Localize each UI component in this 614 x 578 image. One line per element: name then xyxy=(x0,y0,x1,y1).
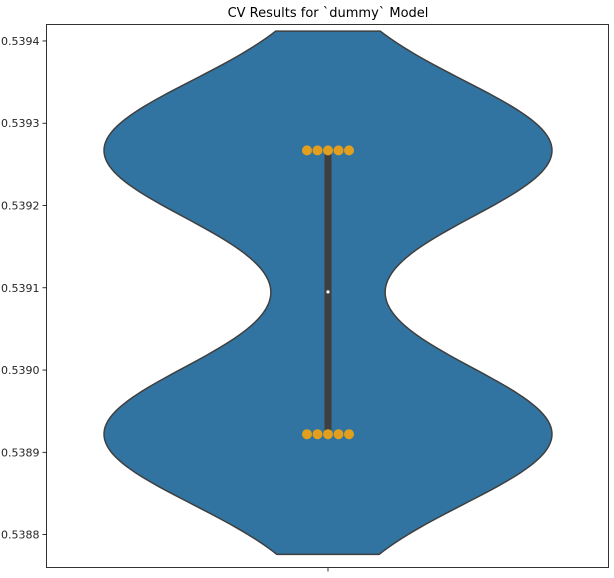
y-tick-label: 0.5393 xyxy=(1,117,40,130)
plot-area xyxy=(103,30,553,556)
y-tick-label: 0.5390 xyxy=(1,364,40,377)
y-tick-label: 0.5389 xyxy=(1,446,40,459)
data-point-high xyxy=(323,145,333,156)
data-point-high xyxy=(344,145,354,156)
data-point-high xyxy=(333,145,344,156)
data-point-high xyxy=(302,145,312,156)
data-point-low xyxy=(312,429,323,440)
data-point-low xyxy=(302,429,312,440)
median-marker xyxy=(326,290,330,294)
plot-frame xyxy=(46,24,609,568)
y-tick-label: 0.5391 xyxy=(1,282,40,295)
data-point-low xyxy=(344,429,354,440)
data-point-high xyxy=(312,145,323,156)
y-tick-label: 0.5392 xyxy=(1,200,40,213)
y-tick-label: 0.5388 xyxy=(1,529,40,542)
y-axis: 0.5388 0.5389 0.5390 0.5391 0.5392 0.5393 0.53… xyxy=(1,35,47,542)
y-tick-label: 0.5394 xyxy=(1,35,40,48)
data-point-low xyxy=(323,429,333,440)
data-point-low xyxy=(333,429,344,440)
chart-title: CV Results for `dummy` Model xyxy=(228,6,429,21)
